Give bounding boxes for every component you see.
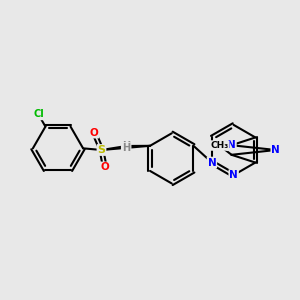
Text: N: N [208,158,216,167]
Text: CH₃: CH₃ [211,141,229,150]
Text: Cl: Cl [33,110,44,119]
Text: H: H [122,141,130,151]
Text: O: O [100,162,109,172]
Text: H: H [122,143,130,153]
Text: O: O [90,128,98,138]
Text: S: S [98,145,106,155]
Text: N: N [271,145,280,155]
Text: N: N [229,170,238,180]
Text: N: N [227,140,236,150]
